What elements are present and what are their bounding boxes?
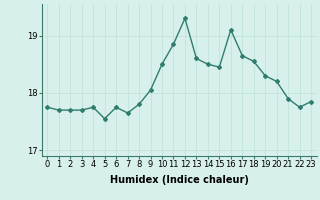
- X-axis label: Humidex (Indice chaleur): Humidex (Indice chaleur): [110, 175, 249, 185]
